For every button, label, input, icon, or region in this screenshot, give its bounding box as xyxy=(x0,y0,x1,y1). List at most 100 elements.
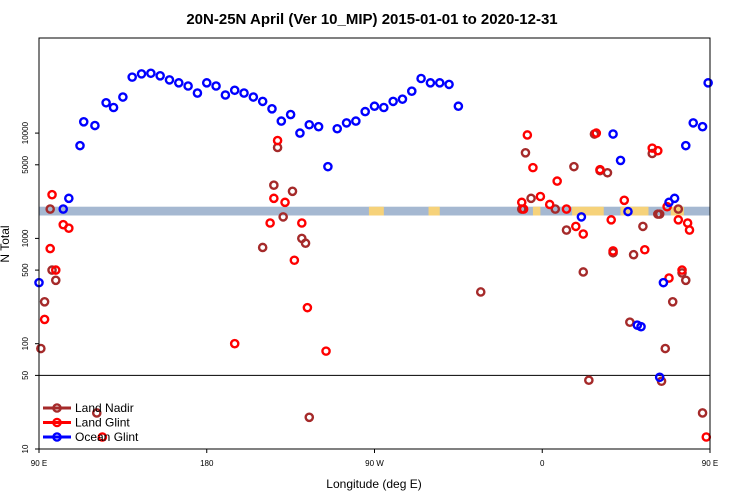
data-point xyxy=(673,204,684,214)
data-point xyxy=(697,121,708,132)
data-point xyxy=(660,343,671,354)
legend-marker xyxy=(52,417,62,428)
data-point xyxy=(47,265,57,275)
legend-marker xyxy=(52,403,62,413)
data-point xyxy=(276,116,287,126)
data-point xyxy=(434,78,445,88)
data-point xyxy=(703,78,713,88)
data-point xyxy=(664,273,674,283)
data-point xyxy=(673,215,684,225)
y-tick-label: 5000 xyxy=(21,155,30,173)
y-axis-label: N Total xyxy=(0,225,12,262)
data-point xyxy=(654,209,665,219)
data-point xyxy=(332,123,343,134)
data-point xyxy=(267,104,277,114)
data-point xyxy=(101,97,111,108)
data-point xyxy=(639,244,650,255)
data-point xyxy=(677,265,687,275)
legend-marker xyxy=(52,432,62,442)
data-point xyxy=(475,287,486,297)
data-point xyxy=(623,206,633,217)
data-point xyxy=(248,92,259,102)
data-point xyxy=(285,109,296,120)
y-tick-label: 50 xyxy=(21,370,30,379)
y-tick-label: 100 xyxy=(21,336,30,350)
data-point xyxy=(201,78,212,88)
data-point xyxy=(211,81,221,91)
data-point xyxy=(164,75,175,85)
data-point xyxy=(680,140,691,151)
data-point xyxy=(561,204,572,214)
data-point xyxy=(369,101,380,112)
plot-frame xyxy=(38,37,711,450)
y-axis: 10 50 100 500 1000 5000 10000 xyxy=(21,121,39,453)
x-axis-label: Longitude (deg E) xyxy=(326,477,421,491)
data-point xyxy=(155,71,165,81)
data-point xyxy=(653,145,663,156)
y-tick-label: 10 xyxy=(21,444,30,453)
data-point xyxy=(287,186,298,197)
data-point xyxy=(118,92,128,102)
series-ocean-glint xyxy=(34,68,713,383)
data-point xyxy=(278,212,288,222)
data-point xyxy=(50,265,61,275)
data-point xyxy=(108,102,119,113)
data-point xyxy=(625,317,635,328)
data-point xyxy=(571,221,581,232)
y-tick-label: 10000 xyxy=(21,121,30,144)
data-point xyxy=(576,212,587,222)
data-point xyxy=(36,343,46,354)
data-point xyxy=(269,193,279,204)
band-highlight xyxy=(620,206,649,216)
data-point xyxy=(295,128,305,138)
data-point xyxy=(229,338,240,349)
data-point xyxy=(578,229,589,239)
data-point xyxy=(522,130,533,140)
data-point xyxy=(444,79,454,90)
data-point xyxy=(269,180,279,191)
data-point xyxy=(638,221,648,232)
data-point xyxy=(550,204,561,214)
x-tick-label: 90 E xyxy=(31,459,47,468)
band-highlight xyxy=(368,206,384,216)
band-highlight xyxy=(572,206,604,216)
data-point xyxy=(289,255,300,266)
data-point xyxy=(701,432,712,442)
data-point xyxy=(50,275,61,286)
data-point xyxy=(654,372,665,383)
band-highlight xyxy=(670,206,684,216)
data-point xyxy=(183,81,193,91)
data-point xyxy=(39,296,50,307)
data-point xyxy=(584,375,594,386)
data-point xyxy=(628,249,639,260)
data-point xyxy=(379,102,389,113)
data-point xyxy=(45,243,55,254)
data-point xyxy=(615,155,626,166)
data-point xyxy=(146,68,156,79)
data-point xyxy=(528,162,538,173)
band-highlight xyxy=(428,206,440,216)
data-point xyxy=(669,193,680,204)
series-land-nadir xyxy=(36,129,708,423)
data-point xyxy=(552,176,562,186)
data-point xyxy=(569,161,579,172)
chart-title: 20N-25N April (Ver 10_MIP) 2015-01-01 to… xyxy=(186,11,557,28)
data-point xyxy=(520,147,531,158)
data-band xyxy=(39,206,710,216)
data-point xyxy=(544,199,555,210)
band-highlight xyxy=(532,206,541,216)
data-point xyxy=(425,78,436,88)
data-point xyxy=(360,106,370,117)
data-point xyxy=(688,118,699,128)
x-tick-label: 90 E xyxy=(702,459,718,468)
data-point xyxy=(518,204,529,214)
x-tick-label: 0 xyxy=(540,459,545,468)
data-point xyxy=(526,193,536,204)
data-point xyxy=(239,88,249,98)
data-point xyxy=(578,267,589,277)
x-tick-label: 90 W xyxy=(365,459,384,468)
data-point xyxy=(136,69,147,79)
data-point xyxy=(192,88,203,98)
data-point xyxy=(272,135,283,146)
data-point xyxy=(606,215,617,225)
